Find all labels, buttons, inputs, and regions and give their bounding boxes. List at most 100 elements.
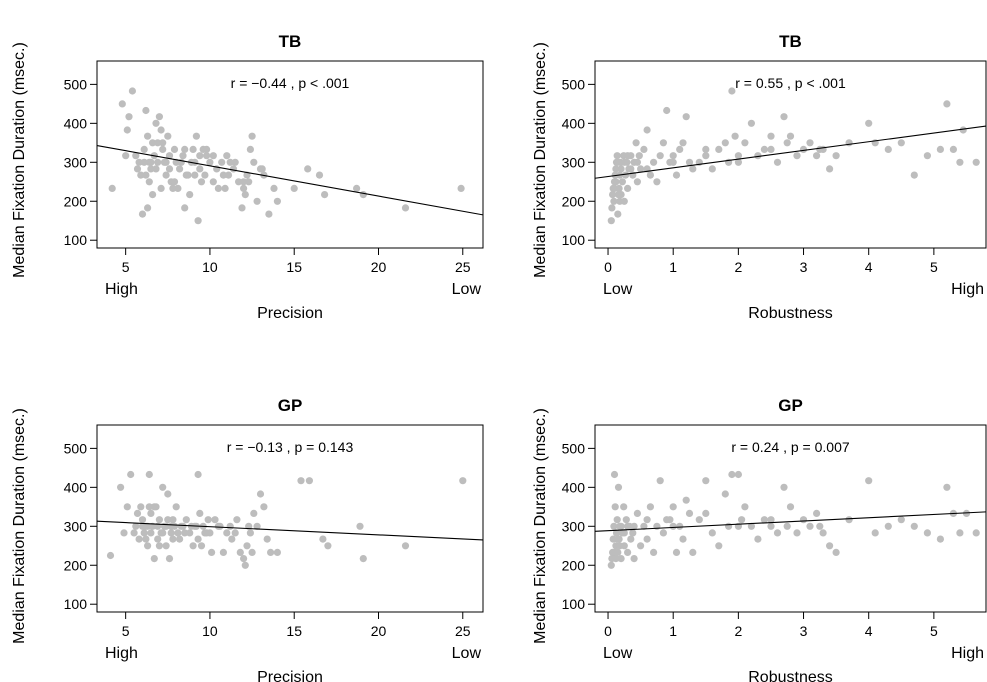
data-point [208,548,216,557]
data-point [108,184,116,192]
data-point [689,548,697,557]
data-point [650,158,658,166]
data-point [265,210,273,218]
data-point [118,100,126,108]
data-point [172,503,180,511]
data-point [666,516,674,524]
data-point [170,145,179,153]
data-point [353,184,361,192]
data-point [191,171,199,179]
data-point [767,522,775,530]
data-point [612,165,620,173]
data-point [140,158,148,166]
data-point [137,503,145,511]
scatter-panel-3: 5 10 15 20 25 100 200 300 400 500 GP r = −0.13 , p … [11,396,484,682]
chart-title: TB [779,32,802,51]
data-point [679,535,687,543]
data-point [122,152,130,160]
data-point [138,522,147,530]
data-point [359,191,367,199]
data-point [624,522,632,530]
data-point [192,132,200,140]
x-tick-label: 3 [800,623,808,639]
x-tick-label: 3 [800,259,808,275]
data-point [685,509,694,517]
data-point [786,503,795,511]
data-point [923,152,932,160]
data-point [273,548,281,557]
data-point [813,509,821,517]
data-point [643,535,651,543]
data-point [165,152,174,160]
data-point [162,171,170,179]
x-axis-right-end-label: High [951,281,984,298]
data-point [231,158,239,166]
data-point [754,535,762,543]
data-point [226,158,234,166]
x-axis-right-end-label: Low [452,645,482,662]
y-tick-label: 400 [64,115,88,131]
data-point [682,496,690,504]
x-tick-label: 20 [371,623,387,639]
data-point [728,87,736,95]
x-tick-label: 5 [930,259,938,275]
plot-frame [594,424,987,613]
y-tick-label: 100 [562,232,586,248]
data-point [181,145,189,153]
data-point [164,516,172,524]
x-tick-label: 5 [930,623,938,639]
data-point [943,100,951,108]
data-point [767,145,775,153]
data-point [813,152,821,160]
data-point [760,145,769,153]
data-point [241,561,249,569]
data-point [401,542,410,550]
data-point [669,522,677,530]
data-point [816,145,824,153]
data-point [972,529,980,537]
data-point [962,509,971,517]
x-axis-label: Precision [257,305,323,322]
data-point [806,139,814,147]
data-point [167,529,175,537]
data-point [120,529,128,537]
data-point [865,119,873,127]
data-point [196,509,204,517]
data-point [767,132,775,140]
data-point [194,217,202,225]
data-point [685,158,694,166]
data-point [610,522,618,530]
data-point [228,535,236,543]
data-point [196,152,204,160]
data-point [140,529,148,537]
data-point [137,171,145,179]
data-point [832,152,840,160]
data-point [169,535,177,543]
data-point [715,145,723,153]
data-point [884,522,892,530]
data-point [218,158,226,166]
data-point [250,509,258,517]
data-point [144,522,152,530]
data-point [816,522,824,530]
data-point [263,535,271,543]
data-point [197,542,206,550]
data-point [702,509,710,517]
data-point [145,503,153,511]
x-axis-right-end-label: High [951,645,984,662]
data-point [637,542,645,550]
data-point [152,165,160,173]
data-point [267,548,275,557]
y-tick-label: 400 [562,479,586,495]
data-point [221,184,229,192]
x-axis-label: Robustness [748,305,833,322]
y-tick-label: 300 [562,154,586,170]
data-point [154,158,162,166]
data-point [632,139,640,147]
data-point [219,171,227,179]
x-axis-right-end-label: Low [452,281,482,298]
data-point [617,165,625,173]
data-point [936,145,945,153]
data-point [157,126,165,134]
